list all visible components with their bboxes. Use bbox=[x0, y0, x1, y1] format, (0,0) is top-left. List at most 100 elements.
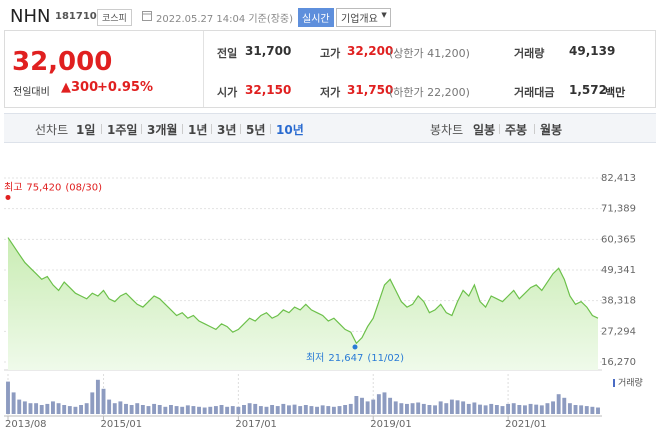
volume-bar bbox=[135, 403, 140, 414]
x-tick-label: 2021/01 bbox=[505, 419, 547, 430]
volume-bar bbox=[567, 403, 572, 414]
volume-bar bbox=[22, 401, 27, 414]
volume-bar bbox=[523, 405, 527, 414]
volume-bar bbox=[219, 405, 224, 414]
volume-bar bbox=[152, 403, 157, 414]
volume-bar bbox=[500, 406, 505, 414]
change-label: 전일대비 bbox=[13, 87, 50, 98]
volume-bar bbox=[112, 403, 117, 414]
volume-bar bbox=[371, 399, 376, 414]
volume-bar bbox=[405, 403, 409, 414]
volume-bar bbox=[157, 405, 162, 414]
quote-panel: 32,000 전일대비 ▲300 +0.95% 전일 31,700 고가 32,200… bbox=[4, 30, 656, 108]
volume-bar bbox=[466, 403, 471, 414]
y-tick-label: 82,413 bbox=[601, 173, 636, 184]
volume-bar bbox=[253, 403, 258, 414]
volume-bar bbox=[191, 406, 196, 414]
period-tab[interactable]: 1년 bbox=[188, 123, 208, 137]
volume-bar bbox=[399, 403, 404, 414]
quote-note: (하한가 22,200) bbox=[389, 86, 470, 99]
volume-bar bbox=[11, 392, 16, 414]
volume-bar bbox=[489, 403, 494, 414]
volume-bar bbox=[247, 403, 252, 414]
volume-bar bbox=[258, 406, 263, 414]
stock-code: 181710 bbox=[55, 11, 97, 22]
y-tick-label: 60,365 bbox=[601, 234, 636, 245]
tab-separator bbox=[499, 124, 500, 134]
annotation-label: 최고 75,420 (08/30) bbox=[4, 181, 102, 193]
volume-bar bbox=[17, 399, 22, 414]
volume-bar bbox=[416, 402, 421, 414]
candle-chart-label: 봉차트 bbox=[430, 123, 464, 137]
period-tab[interactable]: 10년 bbox=[276, 123, 304, 137]
annotation-date: (08/30) bbox=[65, 182, 102, 193]
current-price: 32,000 bbox=[12, 47, 113, 77]
volume-bar bbox=[140, 405, 145, 414]
volume-bar bbox=[360, 397, 364, 414]
tab-separator bbox=[240, 124, 241, 134]
volume-bar bbox=[343, 405, 348, 414]
quote-unit: 백만 bbox=[605, 86, 626, 99]
price-area bbox=[8, 237, 598, 370]
volume-bar bbox=[264, 406, 269, 414]
period-tab[interactable]: 3개월 bbox=[147, 123, 178, 137]
volume-bar bbox=[79, 405, 83, 414]
volume-bar bbox=[39, 405, 44, 414]
volume-bar bbox=[320, 405, 325, 414]
realtime-button[interactable]: 실시간 bbox=[298, 8, 334, 27]
volume-bar bbox=[315, 406, 319, 414]
price-line bbox=[7, 237, 599, 345]
volume-bar bbox=[427, 405, 432, 414]
line-chart-label: 선차트 bbox=[35, 123, 69, 137]
candle-tab[interactable]: 주봉 bbox=[505, 123, 528, 137]
volume-bar bbox=[455, 400, 460, 414]
chart: 16,270 27,294 38,318 49,341 60,365 71,389 82,4… bbox=[4, 173, 643, 430]
y-tick-label: 49,341 bbox=[601, 265, 636, 276]
volume-bar bbox=[376, 394, 381, 414]
volume-bar bbox=[90, 392, 95, 414]
stock-name: NHN bbox=[10, 6, 51, 27]
volume-bar bbox=[225, 406, 230, 414]
volume-bar bbox=[174, 406, 179, 414]
volume-bar bbox=[202, 407, 207, 414]
volume-bar bbox=[388, 397, 393, 414]
period-tab[interactable]: 1주일 bbox=[107, 123, 138, 137]
quote-label: 고가 bbox=[320, 47, 341, 60]
volume-bar bbox=[511, 403, 516, 414]
volume-bar bbox=[124, 403, 128, 414]
volume-bar bbox=[410, 403, 415, 414]
annotation-text: 최고 bbox=[4, 181, 22, 193]
quote-note: (상한가 41,200) bbox=[389, 47, 470, 60]
volume-bar bbox=[62, 405, 67, 414]
y-tick-label: 38,318 bbox=[601, 296, 636, 307]
tab-separator bbox=[270, 124, 271, 134]
period-tab[interactable]: 3년 bbox=[217, 123, 237, 137]
volume-bar bbox=[337, 406, 342, 414]
volume-bar bbox=[51, 401, 55, 414]
change: ▲300 bbox=[61, 80, 98, 95]
annotation-date: (11/02) bbox=[367, 353, 404, 364]
x-tick-label: 2017/01 bbox=[235, 419, 277, 430]
overview-dropdown[interactable]: 기업개요 ▼ bbox=[336, 8, 391, 27]
period-tabs: 선차트 1일 1주일 3개월 1년 3년 5년 10년 봉차트 일봉 주봉 월봉 bbox=[4, 113, 656, 143]
datetime: 2022.05.27 14:04 기준(장중) bbox=[156, 14, 294, 25]
up-arrow: ▲ bbox=[61, 80, 71, 95]
candle-tab[interactable]: 일봉 bbox=[473, 123, 496, 137]
overview-label: 기업개요 bbox=[341, 14, 378, 25]
volume-bar bbox=[118, 401, 123, 414]
volume-bar bbox=[506, 403, 511, 414]
period-tab[interactable]: 5년 bbox=[246, 123, 266, 137]
volume-bar bbox=[348, 403, 353, 414]
volume-bar bbox=[213, 406, 218, 414]
volume-bar bbox=[596, 407, 600, 414]
volume-bar bbox=[169, 405, 173, 414]
candle-tab[interactable]: 월봉 bbox=[540, 123, 563, 137]
volume-bar bbox=[197, 406, 201, 414]
period-tab[interactable]: 1일 bbox=[76, 123, 96, 137]
x-tick-label: 2015/01 bbox=[101, 419, 143, 430]
volume-bar bbox=[590, 406, 595, 414]
annotation-value-label: 75,420 bbox=[26, 182, 61, 193]
volume-bar bbox=[517, 405, 522, 414]
x-tick-label: 2013/08 bbox=[5, 419, 47, 430]
